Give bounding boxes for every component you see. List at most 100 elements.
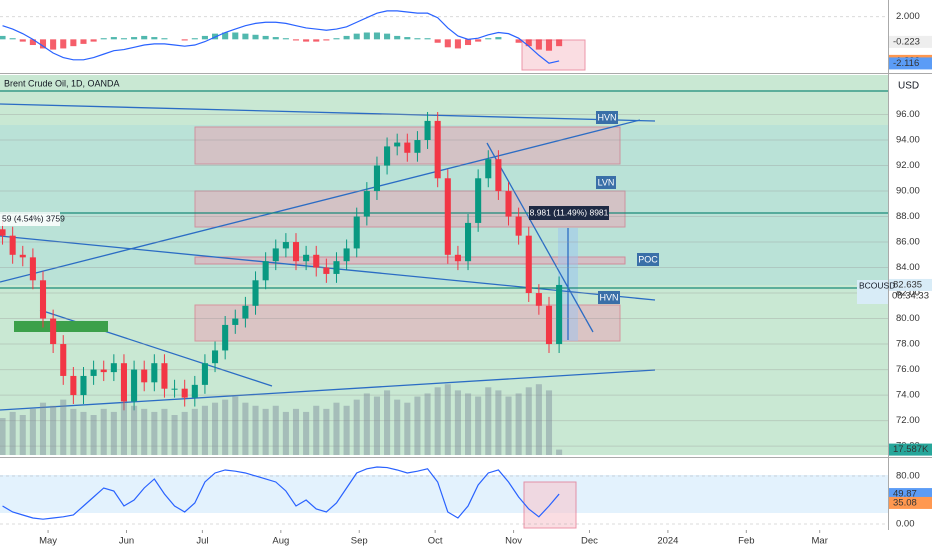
- histogram-bar: [181, 39, 188, 41]
- candle-body: [242, 305, 249, 319]
- volume-bar: [29, 408, 36, 455]
- volume-bar: [394, 399, 401, 455]
- highlight: [521, 39, 586, 71]
- volume-bar: [495, 390, 502, 455]
- candle-body: [313, 254, 320, 268]
- annotation: 8.981 (11.49%) 8981: [530, 207, 609, 217]
- candle-body: [201, 363, 208, 385]
- volume-bar: [475, 396, 482, 455]
- candle-body: [90, 369, 97, 376]
- candle-body: [505, 191, 512, 217]
- histogram-bar: [120, 38, 128, 40]
- histogram-bar: [394, 35, 401, 40]
- volume-bar: [303, 411, 310, 455]
- histogram-bar: [80, 39, 87, 44]
- badge-label: 49.87: [893, 489, 917, 500]
- x-tick-label: Aug: [272, 536, 289, 547]
- histogram-bar: [353, 33, 360, 40]
- badge-label: -2.116: [893, 58, 919, 69]
- trend-line: [486, 142, 594, 333]
- histogram-bar: [19, 39, 26, 42]
- candle-body: [394, 142, 401, 147]
- volume-bar: [556, 449, 563, 455]
- candle-body: [323, 267, 330, 274]
- candle-body: [120, 363, 128, 402]
- histogram-bar: [373, 32, 380, 40]
- histogram-bar: [424, 38, 431, 40]
- candle-body: [363, 191, 370, 217]
- volume-bar: [171, 415, 178, 455]
- tag: [596, 176, 616, 189]
- volume-bar: [70, 408, 77, 455]
- histogram-bar: [363, 32, 370, 40]
- candle-body: [434, 120, 441, 179]
- histogram-bar: [60, 39, 67, 49]
- volume-bar: [252, 405, 259, 455]
- histogram-bar: [525, 39, 532, 47]
- histogram-bar: [545, 39, 553, 51]
- candle-body: [384, 146, 391, 166]
- volume-bar: [333, 402, 340, 455]
- volume-bar: [100, 408, 107, 455]
- histogram-bar: [495, 37, 502, 40]
- candle-body: [303, 254, 310, 262]
- y-tick-label: 80.00: [896, 313, 920, 324]
- volume-bar: [212, 402, 219, 455]
- y-tick-label: 90.00: [896, 186, 920, 197]
- candle-body: [333, 261, 340, 274]
- y-tick-label: 88.00: [896, 211, 920, 222]
- volume-bar: [39, 402, 47, 455]
- price-badge: [889, 496, 932, 509]
- histogram-bar: [515, 39, 522, 43]
- volume-bar: [151, 411, 158, 455]
- histogram-bar: [475, 39, 482, 42]
- histogram-bar: [485, 38, 492, 40]
- x-tick-label: Dec: [581, 536, 598, 547]
- y-tick-label: 78.00: [896, 339, 920, 350]
- candle-body: [535, 293, 542, 306]
- tag: [637, 253, 659, 266]
- histogram-bar: [323, 39, 330, 41]
- histogram-bar: [272, 37, 279, 40]
- x-tick-label: 2024: [657, 536, 678, 547]
- histogram-bar: [100, 38, 107, 40]
- volume-bar: [141, 408, 148, 455]
- separators: [0, 0, 932, 530]
- candle-body: [80, 375, 87, 396]
- price-badge: [889, 35, 932, 48]
- tag: [0, 212, 60, 226]
- y-tick-label: 92.00: [896, 160, 920, 171]
- y-tick-label: 0.00: [896, 519, 915, 530]
- volume-bar: [232, 396, 239, 455]
- volume-bar: [404, 402, 411, 455]
- annotation: HVN: [597, 112, 616, 122]
- histogram-bar: [414, 38, 421, 40]
- candle-body: [545, 305, 553, 345]
- tag: [598, 291, 620, 304]
- volume-bar: [313, 405, 320, 455]
- candle-body: [444, 178, 451, 255]
- y-tick-label: 74.00: [896, 390, 920, 401]
- candle-body: [414, 140, 421, 153]
- candle-body: [212, 350, 219, 364]
- histogram-bar: [9, 38, 16, 40]
- candle-body: [141, 369, 148, 383]
- volume-bar: [201, 405, 208, 455]
- y-tick-label: 86.00: [896, 237, 920, 248]
- histogram-bar: [70, 39, 77, 47]
- histogram-bar: [333, 38, 340, 40]
- annotation: LVN: [598, 177, 615, 187]
- volume-bar: [323, 408, 330, 455]
- volume-bar: [363, 393, 370, 455]
- candle-body: [343, 248, 350, 262]
- trend-line: [0, 103, 656, 122]
- volume-bar: [505, 396, 512, 455]
- histogram-bar: [303, 39, 310, 42]
- candle-body: [282, 242, 289, 249]
- candle-body: [525, 235, 532, 294]
- badge-label: 82.635: [893, 279, 922, 290]
- zone-box: [194, 256, 626, 265]
- tag: [857, 280, 888, 304]
- histogram-bar: [131, 37, 138, 40]
